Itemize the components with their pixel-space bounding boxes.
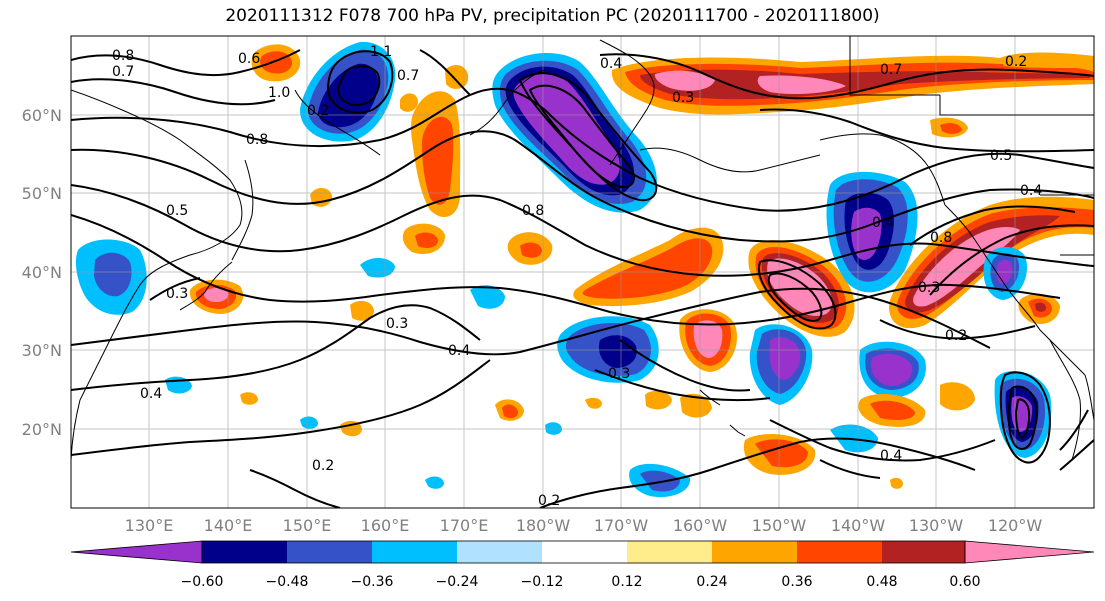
lat-label: 60°N xyxy=(22,106,62,125)
contour-label: 0.2 xyxy=(538,493,560,509)
contour-label: 0.8 xyxy=(112,48,134,64)
colorbar-tick-label: 0.48 xyxy=(866,574,897,590)
contour-label: 0.4 xyxy=(1020,183,1042,199)
colorbar-tick-label: 0.60 xyxy=(949,574,980,590)
lat-label: 50°N xyxy=(22,184,62,203)
colorbar-tick-label: −0.36 xyxy=(351,574,394,590)
contour-label: 0.7 xyxy=(397,68,419,84)
colorbar-swatch xyxy=(712,541,797,563)
contour-label: 0.3 xyxy=(918,280,940,296)
coastlines xyxy=(71,36,1094,461)
colorbar-swatch xyxy=(202,541,287,563)
chart-title: 2020111312 F078 700 hPa PV, precipitatio… xyxy=(225,6,880,26)
colorbar-tick-label: 0.12 xyxy=(611,574,642,590)
lon-label: 140°W xyxy=(831,516,886,535)
lon-label: 160°W xyxy=(673,516,728,535)
contour-label: 0.4 xyxy=(140,386,162,402)
lat-label: 20°N xyxy=(22,420,62,439)
contour-label: 0.8 xyxy=(930,230,952,246)
lon-label: 150°W xyxy=(752,516,807,535)
contour-labels: 0.8 0.7 0.6 1.1 1.0 0.2 0.7 0.4 0.3 0.8 … xyxy=(112,44,1042,509)
contour-label: 0.3 xyxy=(386,316,408,332)
colorbar-tick-label: 0.24 xyxy=(696,574,727,590)
colorbar-tick-label: 0.36 xyxy=(781,574,812,590)
lon-label: 140°E xyxy=(204,516,253,535)
colorbar-swatch xyxy=(882,541,965,563)
contour-label: 0.7 xyxy=(880,62,902,78)
lat-label: 30°N xyxy=(22,341,62,360)
contour-label: 0.4 xyxy=(448,343,470,359)
colorbar-swatch xyxy=(70,540,203,564)
contour-label: 0.3 xyxy=(608,366,630,382)
contour-label: 0.7 xyxy=(112,64,134,80)
lat-label: 40°N xyxy=(22,263,62,282)
colorbar-swatch xyxy=(287,541,372,563)
colorbar-tick-label: −0.12 xyxy=(521,574,564,590)
anomaly-shading xyxy=(75,41,1094,498)
contour-label: 0.6 xyxy=(238,51,260,67)
contour-label: 1.1 xyxy=(370,44,392,60)
contour-label: 0.2 xyxy=(945,328,967,344)
contour-label: 0.2 xyxy=(312,458,334,474)
contour-label: 0.5 xyxy=(990,148,1012,164)
map-area: 0.8 0.7 0.6 1.1 1.0 0.2 0.7 0.4 0.3 0.8 … xyxy=(71,36,1094,509)
colorbar-swatch xyxy=(627,541,712,563)
contour-label: 0.2 xyxy=(307,103,329,119)
colorbar-tick-label: −0.60 xyxy=(181,574,224,590)
colorbar-tick-label: −0.48 xyxy=(266,574,309,590)
contour-label: 1.0 xyxy=(268,85,290,101)
pv-contours xyxy=(71,49,1094,508)
contour-label: 0.4 xyxy=(872,215,894,231)
lon-label: 130°E xyxy=(125,516,174,535)
contour-label: 0.5 xyxy=(166,203,188,219)
lon-label: 180°W xyxy=(516,516,571,535)
contour-label: 0.4 xyxy=(880,448,902,464)
lon-label: 170°E xyxy=(440,516,489,535)
lon-label: 160°E xyxy=(361,516,410,535)
lon-label: 120°W xyxy=(988,516,1043,535)
lon-label: 130°W xyxy=(909,516,964,535)
colorbar-tick-label: −0.24 xyxy=(436,574,479,590)
colorbar-swatch xyxy=(797,541,882,563)
contour-label: 0.2 xyxy=(1005,54,1027,70)
contour-label: 0.8 xyxy=(522,203,544,219)
contour-label: 0.8 xyxy=(246,132,268,148)
colorbar-swatch xyxy=(457,541,542,563)
latitude-labels: 60°N 50°N 40°N 30°N 20°N xyxy=(22,106,62,439)
lon-label: 170°W xyxy=(594,516,649,535)
colorbar-swatch xyxy=(542,541,627,563)
map-frame xyxy=(70,35,1095,509)
lon-label: 150°E xyxy=(283,516,332,535)
contour-label: 0.3 xyxy=(672,90,694,106)
contour-label: 0.4 xyxy=(600,56,622,72)
longitude-labels: 130°E 140°E 150°E 160°E 170°E 180°W 170°… xyxy=(125,516,1043,535)
colorbar-swatch xyxy=(372,541,457,563)
colorbar: −0.60 −0.48 −0.36 −0.24 −0.12 0.12 0.24 … xyxy=(70,540,1095,590)
contour-label: 0.3 xyxy=(166,286,188,302)
colorbar-swatch xyxy=(964,540,1095,564)
